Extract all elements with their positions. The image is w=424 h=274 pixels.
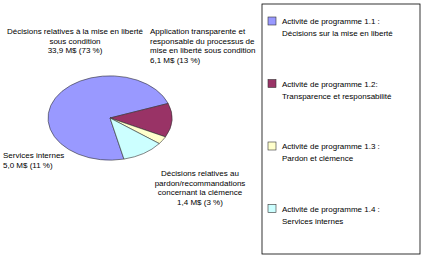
- legend-frame: [262, 4, 420, 254]
- slice-label: Application transparente etresponsable d…: [150, 27, 255, 55]
- legend-label: Activité de programme 1.4 :Services inte…: [282, 205, 380, 226]
- chart: Décisions relatives à la mise en liberté…: [0, 0, 424, 274]
- legend: Activité de programme 1.1 :Décisions sur…: [262, 4, 420, 254]
- legend-swatch: [268, 142, 276, 150]
- legend-label: Activité de programme 1.2:Transparence e…: [282, 80, 392, 101]
- slice-label: Décisions relatives aupardon/recommandat…: [155, 169, 246, 197]
- legend-label: Activité de programme 1.3 :Pardon et clé…: [282, 142, 380, 163]
- legend-swatch: [268, 80, 276, 88]
- value-label: 6,1 M$ (13 %): [150, 56, 201, 65]
- legend-label: Activité de programme 1.1 :Décisions sur…: [282, 17, 393, 38]
- value-label: 33,9 M$ (73 %): [48, 46, 103, 55]
- slice-label: Décisions relatives à la mise en liberté…: [7, 27, 144, 46]
- value-label: 1,4 M$ (3 %): [177, 198, 223, 207]
- legend-swatch: [268, 205, 276, 213]
- pie: [48, 76, 172, 160]
- value-label: 5,0 M$ (11 %): [3, 161, 53, 170]
- legend-swatch: [268, 17, 276, 25]
- pie-slice: [110, 118, 159, 159]
- slice-label: Services internes: [3, 151, 64, 160]
- data-labels: Décisions relatives à la mise en liberté…: [3, 27, 255, 207]
